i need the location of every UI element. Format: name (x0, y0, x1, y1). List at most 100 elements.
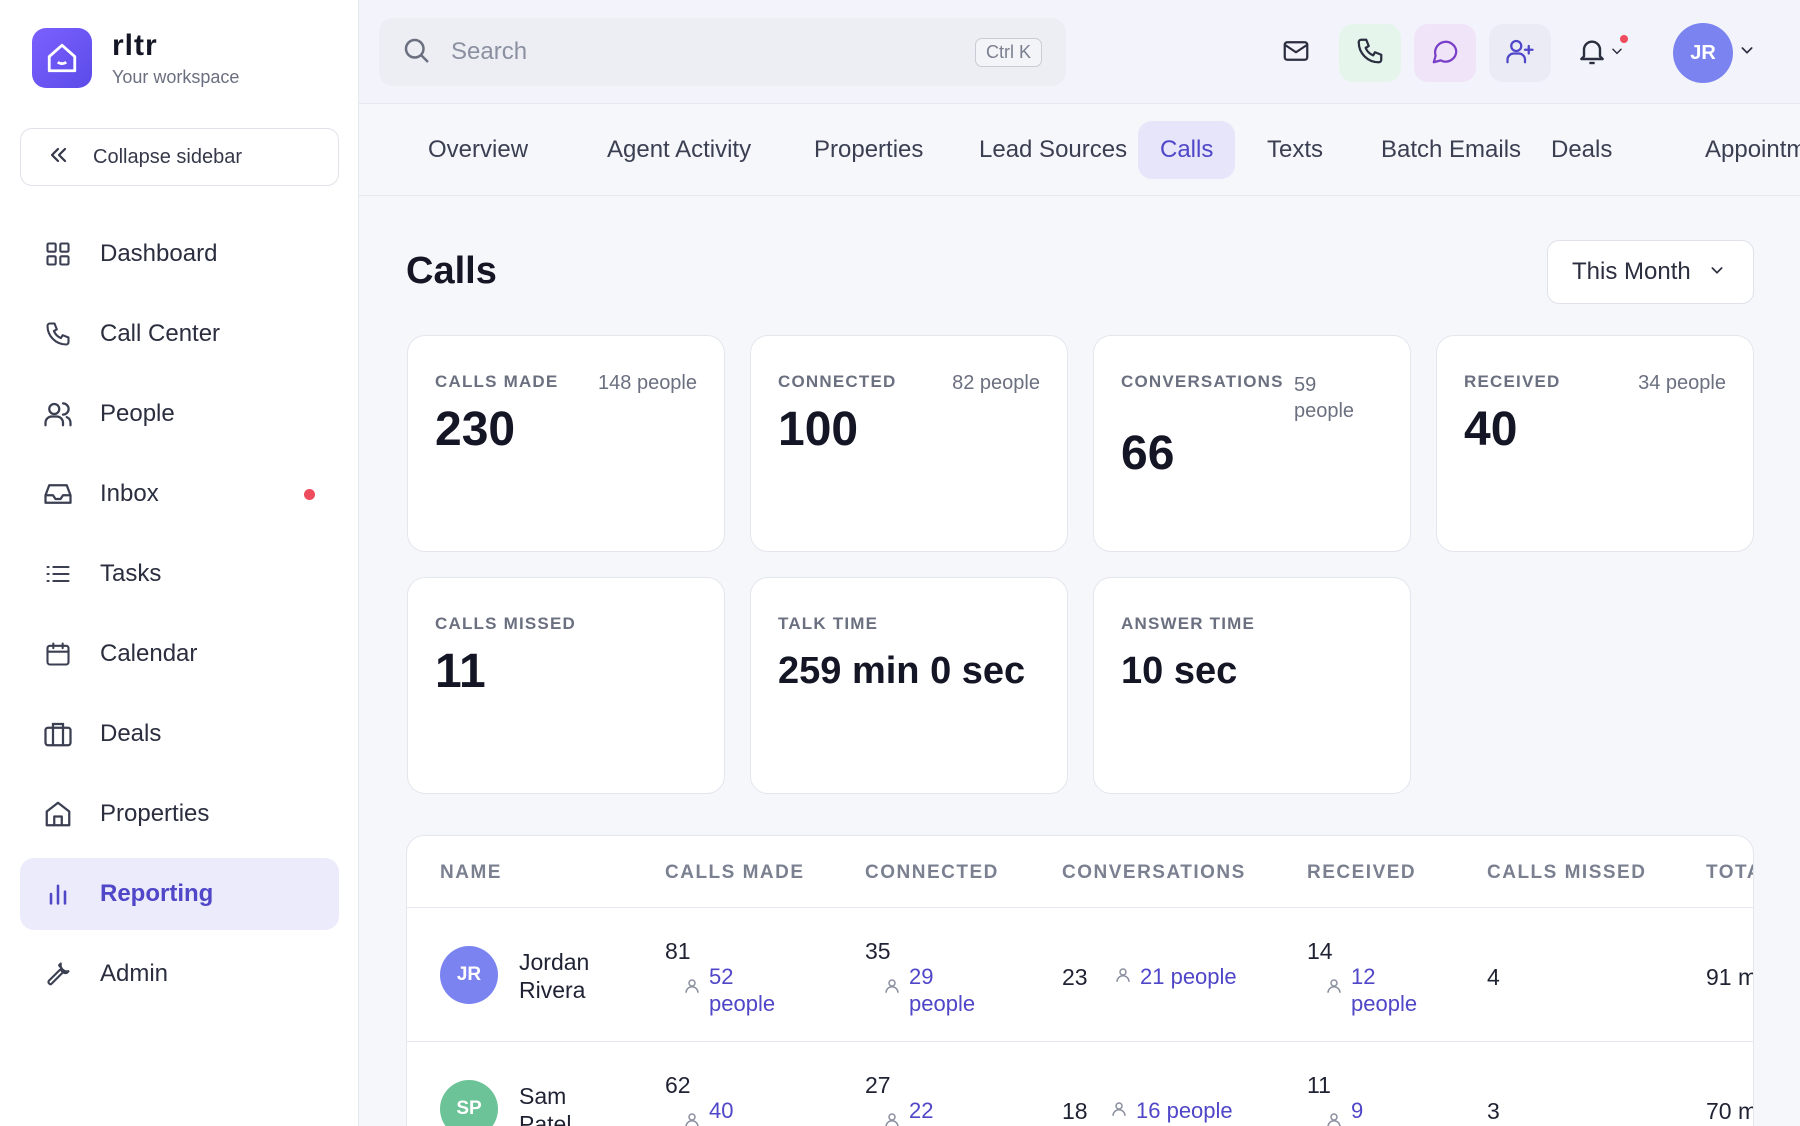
page-title: Calls (406, 250, 497, 292)
column-header-name[interactable]: NAME (440, 862, 502, 883)
person-icon (883, 976, 901, 1001)
tab-deals[interactable]: Deals (1551, 136, 1613, 163)
sidebar-item-tasks[interactable]: Tasks (20, 538, 339, 610)
notification-dot (1620, 35, 1628, 43)
report-tabs: Overview Agent Activity Properties Lead … (359, 105, 1800, 196)
stat-label: TALK TIME (778, 614, 879, 633)
column-header-received[interactable]: RECEIVED (1307, 862, 1417, 883)
collapse-sidebar-label: Collapse sidebar (93, 145, 242, 168)
column-header-conversations[interactable]: CONVERSATIONS (1062, 862, 1246, 883)
stat-label: ANSWER TIME (1121, 614, 1256, 633)
stat-card-connected: CONNECTED 82 people 100 (750, 335, 1068, 552)
sidebar-item-deals[interactable]: Deals (20, 698, 339, 770)
notifications-button[interactable] (1565, 24, 1635, 82)
chat-bubble-icon (1430, 36, 1460, 71)
user-plus-icon (1505, 36, 1535, 71)
agent-name[interactable]: Jordan Rivera (519, 949, 590, 1003)
agent-name[interactable]: Sam Patel (519, 1083, 572, 1126)
call-button[interactable] (1339, 24, 1401, 82)
sidebar-item-dashboard[interactable]: Dashboard (20, 218, 339, 290)
tab-properties[interactable]: Properties (814, 136, 924, 163)
sidebar-item-properties[interactable]: Properties (20, 778, 339, 850)
calls-made-people-link[interactable]: 40 (709, 1098, 734, 1123)
person-icon (1114, 965, 1132, 990)
collapse-sidebar-button[interactable]: Collapse sidebar (20, 128, 339, 186)
sidebar-item-admin[interactable]: Admin (20, 938, 339, 1010)
conversations-people-link[interactable]: 21 people (1140, 964, 1237, 989)
stat-people: 148 people (598, 372, 697, 394)
stat-label: CALLS MADE (435, 372, 559, 391)
tab-texts[interactable]: Texts (1267, 136, 1324, 163)
sidebar-item-label: Tasks (100, 560, 162, 587)
stat-people: 59 people (1294, 374, 1355, 422)
chevron-down-icon (1709, 262, 1725, 283)
connected-value: 27 (865, 1072, 891, 1098)
house-logo-icon (32, 28, 92, 88)
column-header-connected[interactable]: CONNECTED (865, 862, 999, 883)
person-icon (1110, 1099, 1128, 1124)
sidebar-item-inbox[interactable]: Inbox (20, 458, 339, 530)
sidebar-item-reporting[interactable]: Reporting (20, 858, 339, 930)
received-people-link[interactable]: 12 people (1351, 964, 1418, 1016)
sidebar-item-label: Calendar (100, 640, 198, 667)
brand[interactable]: rltr Your workspace (32, 28, 239, 88)
sidebar-item-label: Reporting (100, 880, 214, 907)
sidebar-item-label: Admin (100, 960, 169, 987)
connected-value: 35 (865, 938, 891, 964)
column-header-calls-made[interactable]: CALLS MADE (665, 862, 805, 883)
sidebar-item-calendar[interactable]: Calendar (20, 618, 339, 690)
tab-agent-activity[interactable]: Agent Activity (607, 136, 752, 163)
period-select[interactable]: This Month (1547, 240, 1754, 304)
person-icon (683, 976, 701, 1001)
bar-chart-icon (42, 878, 74, 910)
table-row[interactable]: JR Jordan Rivera 81 52 people 35 29 peop… (407, 908, 1753, 1042)
received-people-link[interactable]: 9 (1351, 1098, 1364, 1123)
tab-batch-emails[interactable]: Batch Emails (1381, 136, 1522, 163)
workspace-subtitle: Your workspace (112, 66, 240, 87)
tab-lead-sources[interactable]: Lead Sources (979, 136, 1128, 163)
conversations-people-link[interactable]: 16 people (1136, 1098, 1233, 1123)
column-header-calls-missed[interactable]: CALLS MISSED (1487, 862, 1647, 883)
calls-made-people-link[interactable]: 52 people (709, 964, 776, 1016)
connected-people-link[interactable]: 22 (909, 1098, 934, 1123)
add-person-button[interactable] (1489, 24, 1551, 82)
avatar: SP (440, 1080, 498, 1126)
phone-icon (42, 318, 74, 350)
column-header-total[interactable]: TOTA (1706, 862, 1753, 883)
stat-value: 100 (778, 403, 859, 456)
connected-people-link[interactable]: 29 people (909, 964, 976, 1016)
users-icon (42, 398, 74, 430)
list-icon (42, 558, 74, 590)
received-value: 14 (1307, 938, 1333, 964)
chevron-down-icon[interactable] (1739, 42, 1755, 63)
tab-overview[interactable]: Overview (428, 136, 529, 163)
calendar-icon (42, 638, 74, 670)
period-label: This Month (1572, 258, 1691, 285)
total-value: 70 m (1706, 1098, 1754, 1124)
mail-button[interactable] (1265, 24, 1327, 82)
table-row[interactable]: SP Sam Patel 62 40 27 22 18 16 people 11… (407, 1042, 1753, 1126)
person-icon (1325, 976, 1343, 1001)
search-bar[interactable]: Ctrl K (379, 18, 1066, 86)
calls-missed-value: 3 (1487, 1098, 1500, 1124)
inbox-icon (42, 478, 74, 510)
stat-label: CALLS MISSED (435, 614, 576, 633)
sidebar-item-label: Dashboard (100, 240, 218, 267)
sidebar: rltr Your workspace Collapse sidebar Das… (0, 0, 359, 1126)
received-value: 11 (1307, 1072, 1331, 1098)
tab-calls[interactable]: Calls (1138, 121, 1236, 179)
sidebar-item-call-center[interactable]: Call Center (20, 298, 339, 370)
search-input[interactable] (451, 38, 931, 66)
tab-appointments[interactable]: Appointme (1705, 136, 1800, 163)
calls-made-value: 62 (665, 1072, 691, 1098)
agent-calls-table: NAME CALLS MADE CONNECTED CONVERSATIONS … (406, 835, 1754, 1126)
sidebar-item-people[interactable]: People (20, 378, 339, 450)
calls-made-value: 81 (665, 938, 691, 964)
stat-card-answer-time: ANSWER TIME 10 sec (1093, 577, 1411, 794)
phone-icon (1355, 36, 1385, 71)
total-value: 91 m (1706, 964, 1754, 990)
person-icon (883, 1110, 901, 1126)
user-avatar[interactable]: JR (1673, 23, 1733, 83)
conversations-value: 23 (1062, 964, 1088, 990)
message-button[interactable] (1414, 24, 1476, 82)
